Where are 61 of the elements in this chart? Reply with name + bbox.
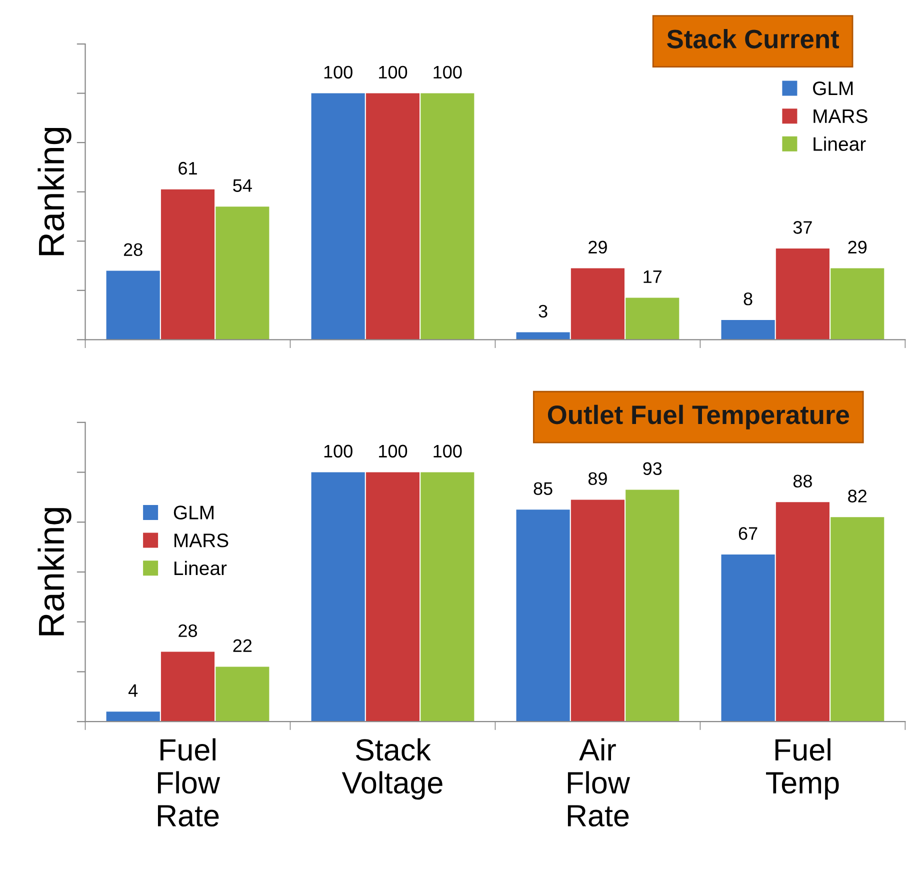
x-tick-label: Fuel Flow Rate xyxy=(158,738,220,827)
data-label: 89 xyxy=(588,472,607,486)
chart-title: Outlet Fuel Temperature xyxy=(548,404,850,430)
legend-label: Linear xyxy=(174,560,227,576)
bar xyxy=(626,298,680,340)
data-label: 100 xyxy=(434,66,462,79)
bar xyxy=(311,93,365,340)
legend-label: MARS xyxy=(174,534,228,548)
data-label: 54 xyxy=(233,179,252,192)
bar xyxy=(366,472,420,722)
bar xyxy=(366,93,420,340)
data-label: 100 xyxy=(324,66,352,79)
data-label: 37 xyxy=(793,221,812,234)
y-axis-title: Ranking xyxy=(38,508,72,636)
data-label: 28 xyxy=(124,243,142,256)
bar xyxy=(216,666,270,722)
bar xyxy=(776,248,830,340)
x-tick-label: Stack Voltage xyxy=(342,738,442,800)
bar xyxy=(420,472,474,722)
bar xyxy=(570,500,624,722)
data-label: 85 xyxy=(534,482,552,495)
legend-label: GLM xyxy=(174,506,214,520)
y-axis-title: Ranking xyxy=(38,128,72,256)
data-label: 67 xyxy=(738,527,758,540)
bar xyxy=(106,712,160,722)
bar xyxy=(721,320,775,340)
bar xyxy=(570,268,624,340)
data-label: 17 xyxy=(644,270,662,283)
legend-label: MARS xyxy=(814,109,868,124)
bar xyxy=(721,554,775,722)
bar xyxy=(626,490,680,722)
bar xyxy=(776,502,830,722)
bar xyxy=(830,517,884,722)
data-label: 100 xyxy=(379,444,408,458)
bar xyxy=(160,189,215,340)
data-label: 3 xyxy=(538,304,548,318)
data-label: 93 xyxy=(643,462,662,476)
bar xyxy=(106,270,160,340)
data-label: 29 xyxy=(588,240,607,254)
data-label: 82 xyxy=(848,490,866,502)
data-label: 100 xyxy=(379,66,408,79)
bar xyxy=(311,472,365,722)
data-label: 8 xyxy=(744,292,752,306)
data-label: 61 xyxy=(178,162,197,175)
x-tick-label: Fuel Temp xyxy=(766,738,839,800)
bar xyxy=(830,268,884,340)
bar xyxy=(420,93,474,340)
bar xyxy=(216,206,270,340)
data-label: 100 xyxy=(324,444,352,458)
data-label: 4 xyxy=(128,684,138,697)
bar xyxy=(516,510,570,722)
legend-label: Linear xyxy=(814,136,866,151)
bar xyxy=(160,652,215,722)
chart-title: Stack Current xyxy=(667,29,840,48)
data-label: 29 xyxy=(848,240,867,254)
data-label: 88 xyxy=(793,474,812,488)
legend-label: GLM xyxy=(813,81,853,96)
data-label: 22 xyxy=(233,639,252,652)
data-label: 28 xyxy=(178,624,198,638)
data-label: 100 xyxy=(434,444,462,458)
x-tick-label: Air Flow Rate xyxy=(568,738,630,827)
